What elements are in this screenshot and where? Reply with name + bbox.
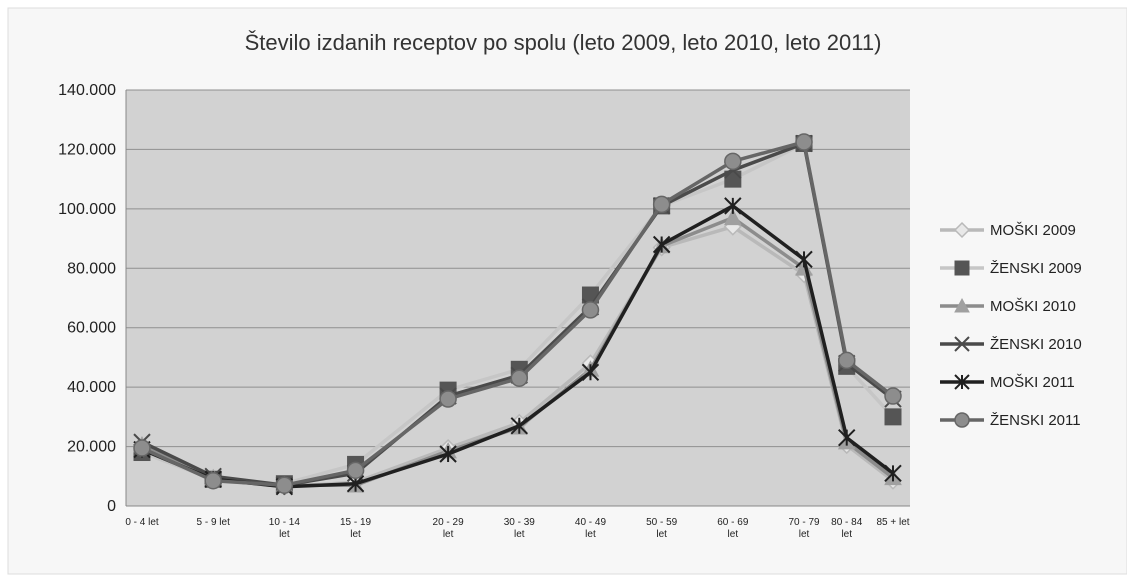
data-point [346, 461, 365, 480]
legend-label: MOŠKI 2011 [990, 374, 1075, 391]
y-tick-label: 100.000 [58, 201, 116, 218]
legend-item: ŽENSKI 2011 [940, 412, 1081, 429]
x-tick-label: 80 - 84 let [831, 517, 863, 540]
y-tick-label: 80.000 [67, 260, 116, 277]
legend-label: ŽENSKI 2009 [990, 260, 1082, 277]
y-tick-label: 60.000 [67, 320, 116, 337]
x-axis-ticks: 0 - 4 let 5 - 9 let 10 - 14 let 15 - 19 let 20… [125, 517, 909, 540]
y-tick-label: 40.000 [67, 379, 116, 396]
data-point [884, 408, 902, 426]
x-tick-label: 85 + let [876, 517, 909, 528]
x-tick-label: 30 - 39 let [504, 517, 536, 540]
legend-label: ŽENSKI 2011 [990, 412, 1081, 429]
data-point [795, 133, 813, 151]
data-point [510, 369, 529, 387]
series-line [141, 140, 895, 487]
x-tick-label: 60 - 69 let [717, 517, 749, 540]
x-tick-label: 10 - 14 let [269, 517, 301, 540]
legend-label: MOŠKI 2009 [990, 222, 1076, 239]
x-tick-label: 5 - 9 let [197, 517, 231, 528]
y-tick-label: 120.000 [58, 141, 116, 158]
data-point [724, 152, 742, 171]
x-tick-label: 15 - 19 let [340, 517, 372, 540]
legend-label: ŽENSKI 2010 [990, 336, 1082, 353]
legend-item: MOŠKI 2011 [940, 374, 1075, 391]
x-tick-label: 40 - 49 let [575, 517, 607, 540]
legend-item: MOŠKI 2010 [940, 297, 1076, 315]
data-point [204, 471, 222, 490]
data-point [954, 336, 970, 352]
data-point [954, 260, 970, 276]
x-tick-label: 0 - 4 let [125, 517, 159, 528]
data-point [510, 417, 528, 435]
data-point [795, 250, 813, 269]
data-point [652, 195, 671, 214]
x-tick-label: 70 - 79 let [788, 517, 820, 540]
y-tick-label: 20.000 [67, 439, 116, 456]
data-point [954, 297, 970, 313]
legend-item: ŽENSKI 2010 [940, 336, 1082, 353]
x-tick-label: 20 - 29 let [433, 517, 465, 540]
series-group [133, 133, 902, 494]
data-point [884, 464, 902, 483]
data-point [838, 428, 856, 447]
y-tick-label: 0 [107, 498, 116, 515]
legend-item: ŽENSKI 2009 [940, 260, 1082, 277]
data-point [133, 439, 151, 457]
data-point [439, 390, 457, 408]
data-point [837, 351, 856, 370]
x-tick-label: 50 - 59 let [646, 517, 678, 540]
series-layer [132, 133, 903, 496]
data-point [723, 208, 742, 226]
data-point [954, 374, 970, 390]
y-axis-ticks: 0 20.000 40.000 60.000 80.000 100.000 120.000 1… [58, 82, 116, 515]
data-point [884, 387, 902, 405]
data-point [439, 445, 457, 463]
data-point [953, 221, 971, 239]
data-point [275, 476, 294, 494]
data-point [581, 301, 600, 319]
legend-label: MOŠKI 2010 [990, 298, 1076, 315]
data-point [724, 197, 742, 215]
data-point [652, 235, 671, 254]
plot-area [126, 90, 910, 506]
data-point [581, 363, 600, 381]
data-point [954, 412, 970, 428]
legend: MOŠKI 2009 ŽENSKI 2009 MOŠKI 2010 ŽENSKI 20… [940, 221, 1082, 429]
legend-item: MOŠKI 2009 [940, 221, 1076, 239]
chart-title: Število izdanih receptov po spolu (leto … [245, 30, 882, 55]
y-tick-label: 140.000 [58, 82, 116, 99]
